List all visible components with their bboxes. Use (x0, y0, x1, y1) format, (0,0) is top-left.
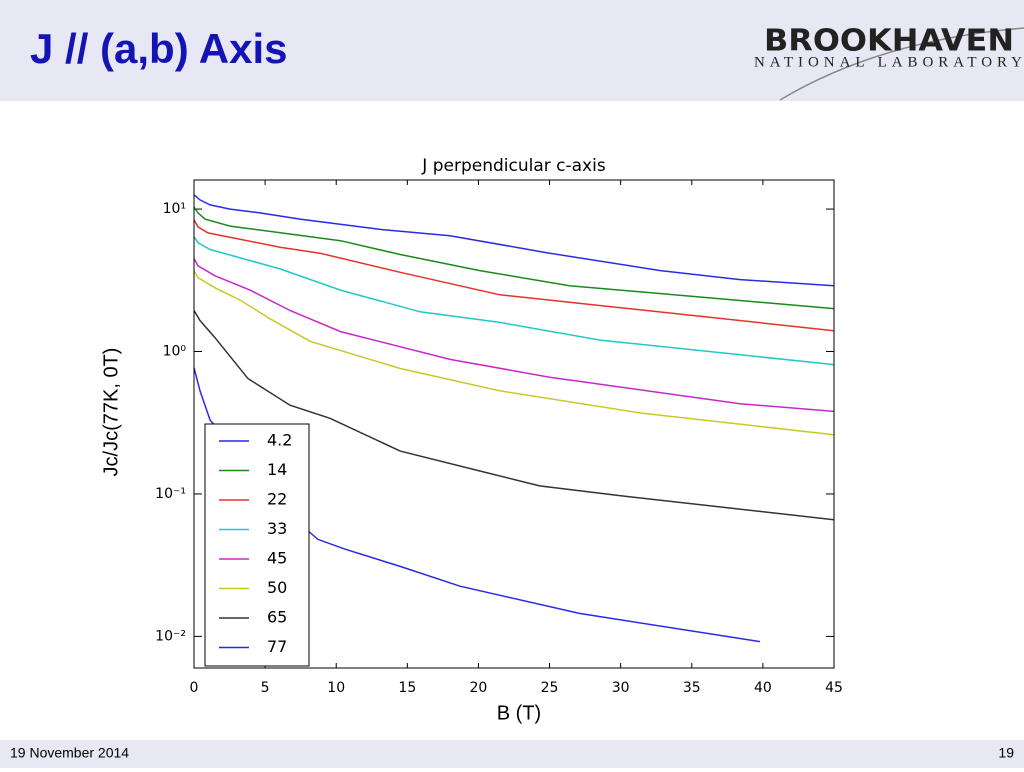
x-tick-label: 20 (470, 680, 488, 696)
x-axis-label: B (T) (497, 702, 541, 724)
chart-title: J perpendicular c-axis (421, 156, 606, 176)
data-line (194, 258, 834, 413)
data-line (194, 219, 834, 332)
y-tick-label: 10⁰ (163, 344, 187, 360)
slide-title: J // (a,b) Axis (30, 25, 288, 72)
legend-label: 14 (267, 460, 287, 479)
data-line (194, 367, 761, 643)
data-line (194, 194, 834, 287)
legend-label: 22 (267, 490, 287, 509)
legend-label: 50 (267, 578, 287, 597)
legend-label: 4.2 (267, 431, 292, 450)
legend-box (204, 423, 310, 667)
plot-frame (193, 179, 835, 669)
x-tick-label: 40 (754, 680, 772, 696)
legend-label: 45 (267, 549, 287, 568)
footer-date: 19 November 2014 (10, 745, 129, 761)
footer-band (0, 740, 1024, 768)
x-tick-label: 45 (825, 680, 843, 696)
x-tick-label: 15 (398, 680, 416, 696)
legend-label: 65 (267, 608, 287, 627)
logo-swoosh (779, 27, 1024, 101)
logo-name: BROOKHAVEN (764, 24, 1014, 59)
y-axis-label: Jc/Jc(77K, 0T) (100, 348, 122, 477)
legend-label: 33 (267, 519, 287, 538)
legend-label: 77 (267, 637, 287, 656)
y-tick-label: 10⁻² (155, 628, 186, 644)
x-tick-label: 30 (612, 680, 630, 696)
data-line (194, 236, 834, 366)
x-tick-label: 5 (261, 680, 270, 696)
y-tick-label: 10⁻¹ (155, 486, 186, 502)
data-line (194, 206, 834, 310)
x-tick-label: 0 (190, 680, 199, 696)
x-tick-label: 35 (683, 680, 701, 696)
header-band (0, 0, 1024, 101)
x-tick-label: 25 (541, 680, 559, 696)
x-tick-label: 10 (327, 680, 345, 696)
y-tick-label: 10¹ (163, 201, 186, 217)
footer-page: 19 (998, 745, 1014, 761)
data-line (194, 270, 834, 436)
data-line (194, 310, 834, 521)
